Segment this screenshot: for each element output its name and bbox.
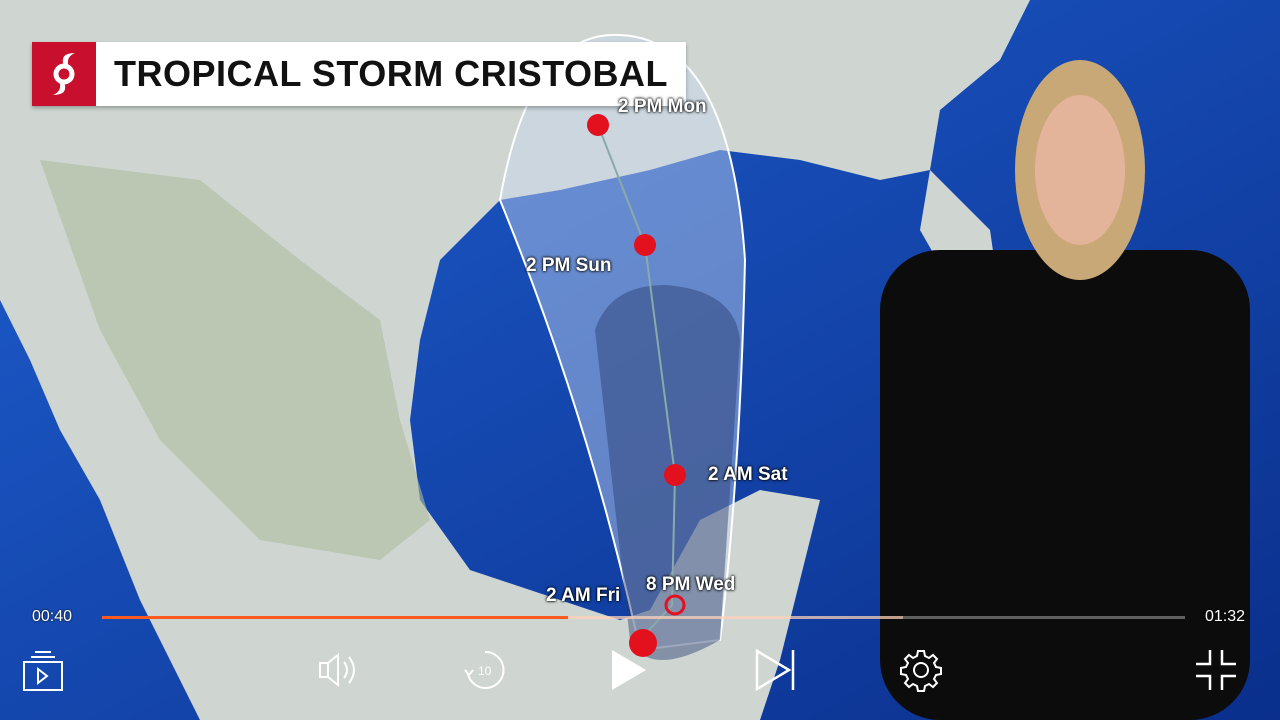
rewind-10-button[interactable]: 10 <box>461 646 509 694</box>
next-button[interactable] <box>751 646 799 694</box>
gear-icon <box>900 650 942 692</box>
skip-next-icon <box>755 648 795 692</box>
playlist-button[interactable] <box>19 646 67 694</box>
volume-icon <box>319 652 355 688</box>
track-label: 2 AM Fri <box>546 585 621 606</box>
hurricane-icon <box>32 42 96 106</box>
playlist-play-icon <box>23 651 63 691</box>
cone-outer <box>498 33 747 652</box>
storm-icons <box>587 114 686 657</box>
settings-button[interactable] <box>897 646 945 694</box>
play-button[interactable] <box>604 646 652 694</box>
replay-10-icon: 10 <box>464 650 505 689</box>
duration: 01:32 <box>1205 608 1246 625</box>
track-label: 2 PM Sun <box>526 255 612 276</box>
progress-fill <box>102 616 568 619</box>
presenter <box>880 250 1250 720</box>
exit-fullscreen-button[interactable] <box>1192 646 1240 694</box>
track-label: 2 AM Sat <box>708 464 788 485</box>
track-label: 8 PM Wed <box>646 574 736 595</box>
volume-button[interactable] <box>314 646 362 694</box>
banner-title: TROPICAL STORM CRISTOBAL <box>114 53 669 94</box>
land-mexico-relief <box>40 160 430 560</box>
current-time: 00:40 <box>32 608 73 625</box>
svg-text:10: 10 <box>478 664 492 678</box>
track-label: 2 PM Mon <box>618 96 707 117</box>
exit-fullscreen-icon <box>1196 650 1236 690</box>
play-icon <box>612 650 646 690</box>
storm-title-banner: TROPICAL STORM CRISTOBAL <box>32 42 687 106</box>
land-north-america <box>0 0 1030 720</box>
progress-scrubber[interactable] <box>102 616 1185 619</box>
